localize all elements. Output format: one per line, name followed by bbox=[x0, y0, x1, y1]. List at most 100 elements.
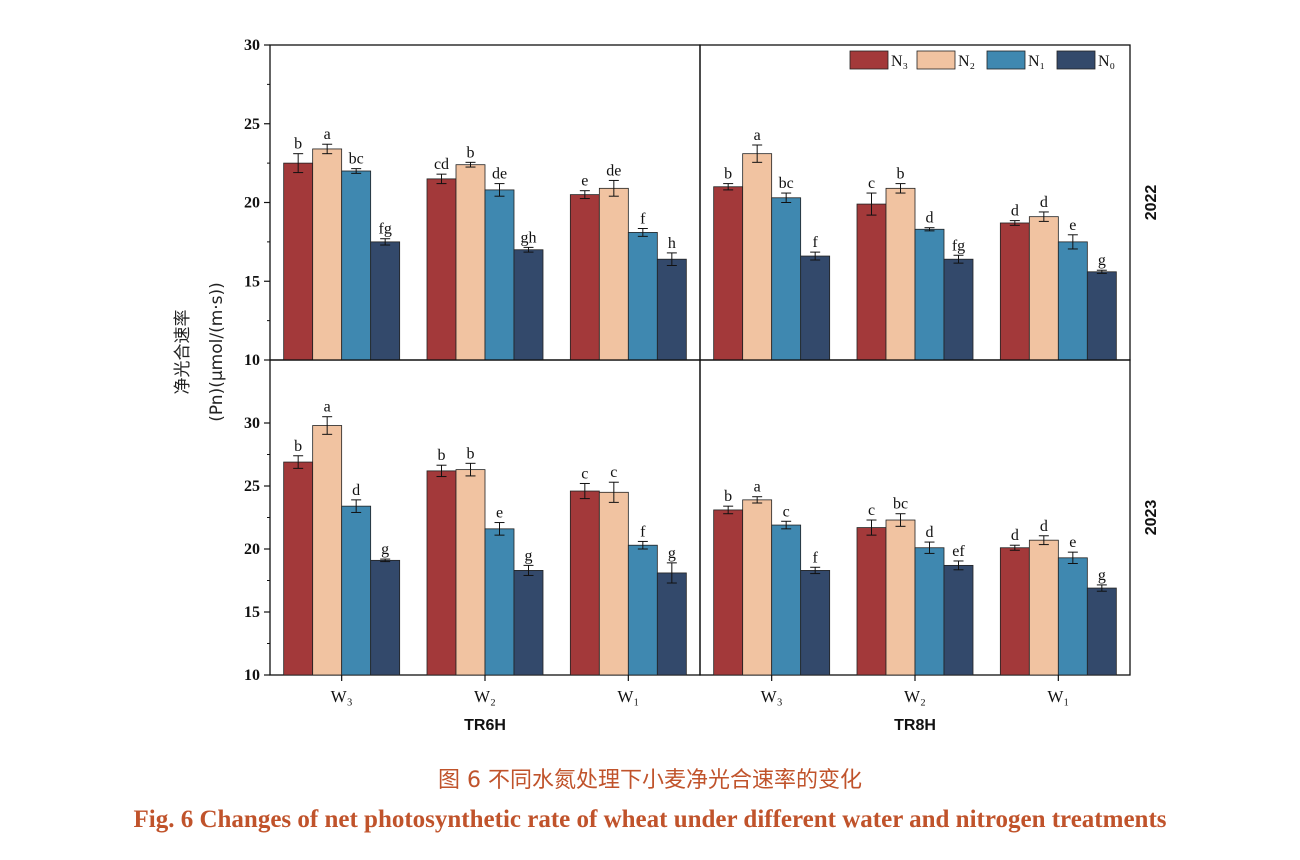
significance-letter: b bbox=[467, 144, 475, 161]
bar-n3-w2 bbox=[426, 178, 457, 361]
significance-letter: f bbox=[640, 523, 646, 540]
group-label: TR8H bbox=[894, 717, 936, 734]
bar-n0-w1 bbox=[1086, 271, 1117, 361]
y-tick-label: 30 bbox=[244, 415, 260, 432]
bar-n1-w1 bbox=[627, 232, 658, 361]
significance-letter: h bbox=[668, 235, 676, 252]
bar-n3-w3 bbox=[283, 461, 314, 676]
significance-letter: f bbox=[813, 549, 819, 566]
bar-n0-w3 bbox=[370, 241, 401, 361]
bar-n3-w2 bbox=[426, 470, 457, 676]
bar-n2-w3 bbox=[742, 499, 773, 676]
y-tick-label: 30 bbox=[244, 37, 260, 54]
bar-n1-w3 bbox=[341, 505, 372, 676]
bar-n1-w2 bbox=[484, 528, 515, 676]
bar-n1-w3 bbox=[771, 197, 802, 361]
significance-letter: bc bbox=[779, 175, 794, 192]
bar-n0-w2 bbox=[513, 249, 544, 361]
bar-n1-w2 bbox=[914, 228, 945, 361]
legend-label-n1: N₁ bbox=[1028, 53, 1045, 70]
legend: N₃ N₂ N₁ N₀ bbox=[849, 50, 1115, 70]
bar-n2-w2 bbox=[455, 469, 486, 676]
significance-letter: g bbox=[668, 545, 676, 562]
legend-label-n0: N₀ bbox=[1098, 53, 1115, 70]
x-tick-label: W₁ bbox=[1047, 687, 1069, 706]
bar-n1-w1 bbox=[627, 544, 658, 676]
bar-n2-w1 bbox=[598, 187, 629, 361]
legend-swatch-n3 bbox=[849, 50, 889, 70]
bar-n3-w1 bbox=[569, 194, 600, 361]
bar-n0-w1 bbox=[656, 572, 687, 676]
legend-swatch-n1 bbox=[986, 50, 1026, 70]
significance-letter: cd bbox=[434, 156, 449, 173]
bar-n0-w2 bbox=[943, 564, 974, 676]
y-tick-label: 25 bbox=[244, 478, 260, 495]
bar-n0-w1 bbox=[1086, 587, 1117, 676]
year-label: 2022 bbox=[1143, 185, 1160, 221]
chart-panel-tr6h-2023: b a d g W₃ b b e g W₂ c c f g W₁ 10 15 20 25 30 TR6H bbox=[244, 359, 701, 734]
significance-letter: bc bbox=[893, 496, 908, 513]
y-tick-label: 20 bbox=[244, 541, 260, 558]
significance-letter: bc bbox=[349, 151, 364, 168]
significance-letter: g bbox=[525, 547, 533, 564]
significance-letter: ef bbox=[952, 543, 965, 560]
bar-n1-w3 bbox=[341, 170, 372, 361]
y-tick-label: 15 bbox=[244, 604, 260, 621]
bar-n1-w3 bbox=[771, 524, 802, 676]
group-label: TR6H bbox=[464, 717, 506, 734]
significance-letter: e bbox=[581, 173, 588, 190]
bar-n2-w1 bbox=[598, 491, 629, 676]
x-tick-label: W₃ bbox=[331, 687, 353, 706]
significance-letter: b bbox=[724, 166, 732, 183]
significance-letter: e bbox=[1069, 534, 1076, 551]
significance-letter: b bbox=[294, 136, 302, 153]
bar-n3-w3 bbox=[283, 162, 314, 361]
significance-letter: c bbox=[610, 464, 617, 481]
significance-letter: c bbox=[783, 503, 790, 520]
significance-letter: d bbox=[1040, 518, 1048, 535]
significance-letter: d bbox=[926, 524, 934, 541]
significance-letter: d bbox=[1040, 194, 1048, 211]
bar-n1-w2 bbox=[484, 189, 515, 361]
bar-n3-w2 bbox=[856, 527, 887, 676]
bar-n3-w1 bbox=[999, 222, 1030, 361]
bar-n3-w1 bbox=[569, 490, 600, 676]
significance-letter: f bbox=[813, 234, 819, 251]
bar-n1-w2 bbox=[914, 547, 945, 676]
significance-letter: b bbox=[897, 166, 905, 183]
chart-panel-tr8h-2022: b a bc f c b d fg d d e g 2022 bbox=[699, 44, 1160, 361]
significance-letter: g bbox=[1098, 252, 1106, 269]
bar-n0-w1 bbox=[656, 258, 687, 361]
legend-swatch-n0 bbox=[1056, 50, 1096, 70]
y-axis-label-line2: (Pn)(μmol/(m·s)) bbox=[207, 282, 227, 422]
legend-swatch-n2 bbox=[916, 50, 956, 70]
bar-n0-w3 bbox=[800, 255, 831, 361]
bar-n0-w2 bbox=[513, 570, 544, 676]
significance-letter: b bbox=[724, 488, 732, 505]
y-tick-label: 15 bbox=[244, 273, 260, 290]
bar-n2-w3 bbox=[312, 425, 343, 676]
bar-chart-figure: 净光合速率 (Pn)(μmol/(m·s)) babcfgcdbdeghedef… bbox=[173, 37, 1160, 734]
bar-n2-w2 bbox=[455, 164, 486, 361]
bar-n2-w3 bbox=[312, 148, 343, 361]
significance-letter: g bbox=[1098, 567, 1106, 584]
significance-letter: a bbox=[324, 126, 331, 143]
legend-label-n3: N₃ bbox=[891, 53, 908, 70]
significance-letter: a bbox=[754, 127, 761, 144]
bar-n0-w3 bbox=[370, 559, 401, 676]
y-tick-label: 10 bbox=[244, 667, 260, 684]
bar-n0-w2 bbox=[943, 258, 974, 361]
bar-n1-w1 bbox=[1057, 241, 1088, 361]
significance-letter: gh bbox=[521, 229, 537, 246]
significance-letter: a bbox=[754, 479, 761, 496]
bar-n3-w3 bbox=[713, 186, 744, 361]
significance-letter: d bbox=[352, 482, 360, 499]
y-tick-label: 10 bbox=[244, 352, 260, 369]
significance-letter: d bbox=[1011, 203, 1019, 220]
bar-n2-w2 bbox=[885, 519, 916, 676]
x-tick-label: W₃ bbox=[761, 687, 783, 706]
significance-letter: f bbox=[640, 210, 646, 227]
chart-panel-tr8h-2023: b a c f W₃ c bc d ef W₂ d d e g W₁ 2023 TR8H bbox=[699, 359, 1160, 734]
bar-n1-w1 bbox=[1057, 557, 1088, 676]
bar-n2-w2 bbox=[885, 187, 916, 361]
